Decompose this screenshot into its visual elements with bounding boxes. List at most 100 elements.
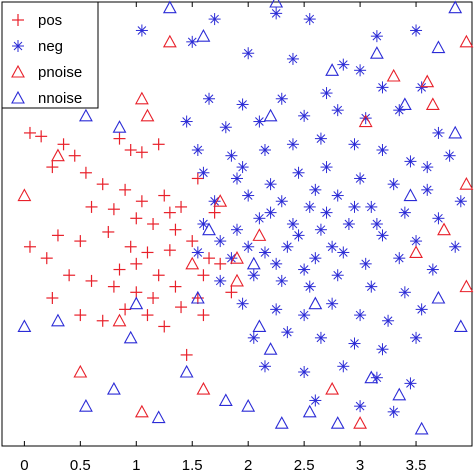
nnoise-point [179,364,194,378]
nnoise-point [51,313,65,327]
nnoise-point [79,399,93,412]
pos-point [169,280,182,293]
nnoise-point [112,120,127,133]
x-tick-label: 2 [244,457,252,474]
pos-point [40,252,53,265]
pos-point [96,314,109,327]
neg-point [270,303,283,316]
neg-point [365,200,378,213]
neg-point [298,309,311,322]
neg-point [236,98,249,111]
pos-point [225,286,238,299]
x-tick-label: 0.5 [70,457,91,474]
neg-point [292,229,305,242]
nnoise-point [453,319,468,333]
neg-point [303,200,316,213]
neg-point [331,269,344,282]
x-tick-label: 3.5 [406,457,427,474]
neg-point [236,161,249,174]
neg-point [292,166,305,179]
pos-point [107,203,120,216]
nnoise-point [218,393,233,407]
pos-point [158,189,171,202]
x-tick-label: 1 [132,457,140,474]
pos-point [130,286,143,299]
x-tick-label: 0 [20,457,28,474]
neg-point [426,263,439,276]
neg-point [376,81,389,94]
pnoise-point [252,228,267,241]
legend-marker-neg [12,40,24,52]
nnoise-point [17,319,32,333]
neg-point [303,280,316,293]
neg-point [309,394,322,407]
pnoise-point [230,273,244,287]
neg-point [370,218,383,230]
neg-point [320,87,333,100]
neg-point [135,24,148,37]
nnoise-point [397,97,412,111]
neg-point [286,138,299,151]
pos-point [23,240,36,253]
pnoise-point [17,188,32,202]
neg-point [415,81,428,94]
pnoise-point [134,91,149,105]
pnoise-point [420,74,435,88]
pnoise-point [162,34,177,48]
pnoise-point [134,404,149,418]
pnoise-point [459,279,474,293]
neg-point [231,172,243,185]
nnoise-point [252,319,267,333]
neg-point [298,109,311,122]
neg-point [286,52,299,65]
pnoise-point [112,313,127,327]
pos-point [74,235,87,248]
nnoise-point [325,63,340,76]
neg-point [398,206,411,219]
pos-point [113,132,126,145]
pos-point [113,263,126,276]
x-tick-labels: 0 0.5 1 1.5 2 2.5 3 3.5 [20,457,426,474]
pos-point [124,240,137,253]
neg-point [342,218,355,230]
neg-point [180,115,193,128]
pos-point [74,309,87,322]
neg-point [387,405,400,418]
legend-label-pos: pos [38,12,62,29]
neg-point [258,360,271,373]
pos-point [197,309,210,322]
data-points [17,0,474,435]
pos-point [68,149,81,162]
pnoise-point [459,34,474,48]
nnoise-point [106,381,121,395]
neg-point [191,144,204,156]
pos-point [46,161,59,174]
pos-point [152,269,165,282]
neg-point [231,223,243,236]
neg-point [410,331,423,344]
nnoise-point [431,40,446,54]
neg-point [242,189,255,202]
nnoise-point [308,296,323,310]
neg-point [320,206,333,219]
legend: pos neg pnoise nnoise [1,1,99,109]
x-tick-label: 1.5 [182,457,203,474]
nnoise-point [151,410,166,424]
neg-point [326,240,339,253]
neg-point [404,377,417,390]
neg-point [454,195,467,208]
nnoise-point [414,421,429,435]
pos-point [191,292,204,304]
nnoise-point [448,125,463,139]
neg-point [281,326,294,339]
pos-point [35,130,48,143]
neg-point [376,343,389,356]
pos-point [197,269,210,282]
nnoise-point [392,387,407,401]
nnoise-point [263,108,278,122]
pnoise-point [51,148,65,162]
neg-point [314,331,327,344]
pnoise-point [409,245,423,259]
neg-point [309,252,322,265]
